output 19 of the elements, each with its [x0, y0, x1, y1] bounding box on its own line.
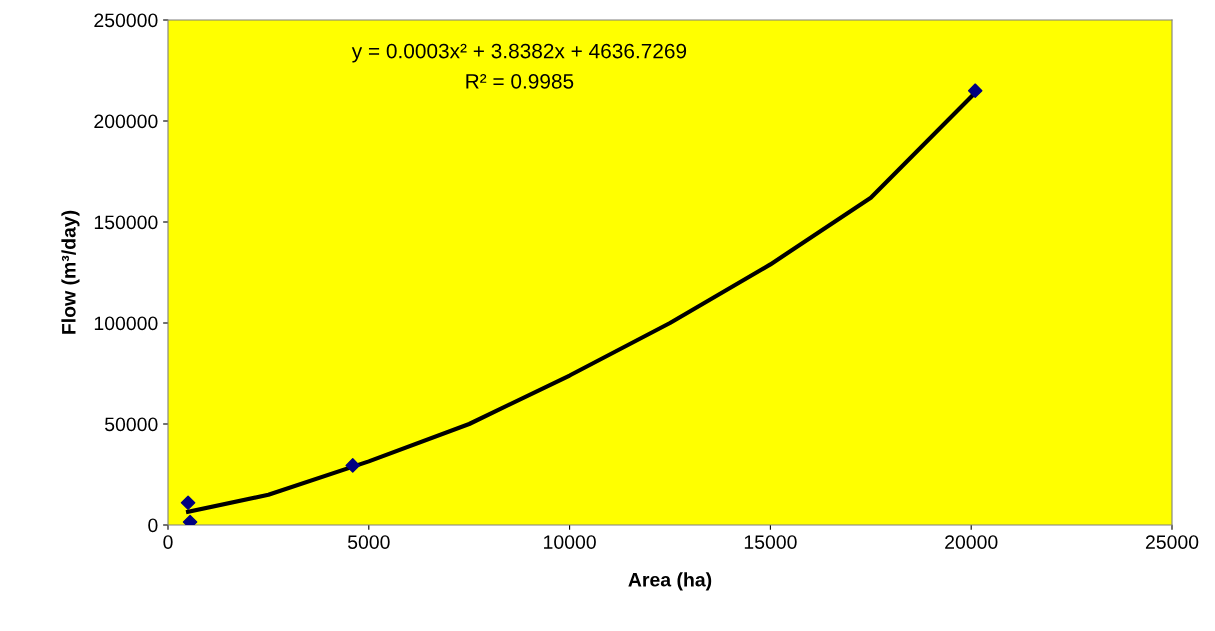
- point: [345, 458, 361, 473]
- x-tick-label: 25000: [1145, 535, 1199, 549]
- annotation: y = 0.0003x² + 3.8382x + 4636.7269: [351, 43, 687, 63]
- y-tick-label: 150000: [94, 215, 158, 230]
- x-tick-label: 10000: [544, 535, 596, 549]
- x-tick-label: 0: [163, 535, 173, 549]
- x-axis-title: Area (ha): [628, 572, 712, 591]
- x-tick-label: 15000: [744, 535, 797, 549]
- y-tick-label: 50000: [104, 417, 158, 432]
- point: [967, 83, 983, 98]
- y-tick-label: 250000: [94, 13, 158, 28]
- x-tick-label: 5000: [347, 535, 390, 549]
- y-tick-label: 200000: [94, 114, 158, 129]
- annotation: R² = 0.9985: [466, 73, 574, 89]
- y-axis-title: Flow (m³/day): [61, 210, 80, 334]
- point: [180, 495, 196, 511]
- y-tick-label: 100000: [94, 316, 158, 331]
- x-tick-label: 20000: [945, 535, 998, 549]
- y-tick-label: 0: [148, 518, 158, 533]
